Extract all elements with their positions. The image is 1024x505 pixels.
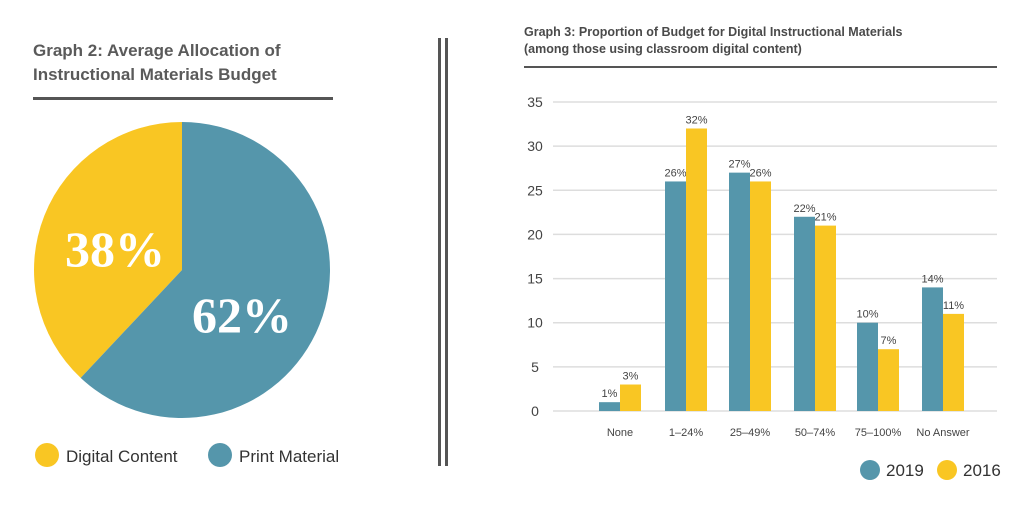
- legend-label-print: Print Material: [239, 447, 339, 466]
- data-label: 21%: [814, 212, 836, 224]
- data-label: 14%: [921, 273, 943, 285]
- bar-title-underline: [524, 66, 997, 68]
- y-tick-label: 30: [527, 138, 543, 154]
- bar-2016-4: [878, 349, 899, 411]
- data-label: 26%: [749, 167, 771, 179]
- x-tick-label: No Answer: [916, 427, 970, 439]
- pie-slice-digital-content: [34, 122, 182, 378]
- legend-swatch-2016: [937, 460, 957, 480]
- data-label: 32%: [685, 114, 707, 126]
- bar-title-line-2: (among those using classroom digital con…: [524, 42, 802, 56]
- bar-2019-0: [599, 402, 620, 411]
- y-tick-label: 5: [531, 359, 539, 375]
- pie-slice-print-material: [80, 122, 330, 419]
- data-label: 1%: [602, 388, 618, 400]
- divider-line-left: [438, 38, 441, 466]
- data-label: 10%: [856, 309, 878, 321]
- bar-2019-1: [665, 181, 686, 411]
- data-label: 11%: [943, 300, 964, 312]
- x-tick-label: 50–74%: [795, 427, 836, 439]
- x-tick-label: None: [607, 427, 633, 439]
- legend-label-2016: 2016: [963, 461, 1001, 480]
- y-tick-label: 0: [531, 403, 539, 419]
- pie-label-print: 62%: [192, 287, 292, 343]
- bar-2016-1: [686, 128, 707, 411]
- data-label: 26%: [664, 167, 686, 179]
- bar-2016-2: [750, 181, 771, 411]
- legend-swatch-digital: [35, 443, 59, 467]
- data-label: 7%: [881, 335, 897, 347]
- legend-label-2019: 2019: [886, 461, 924, 480]
- bar-2016-5: [943, 313, 964, 411]
- pie-title-underline: [33, 97, 333, 100]
- legend-swatch-print: [208, 443, 232, 467]
- bar-2019-4: [857, 322, 878, 411]
- pie-title-line-1: Graph 2: Average Allocation of: [33, 41, 281, 60]
- bar-2019-3: [794, 216, 815, 411]
- pie-label-digital: 38%: [65, 221, 165, 277]
- bar-2016-3: [815, 225, 836, 411]
- pie-chart: Graph 2: Average Allocation of Instructi…: [33, 41, 339, 467]
- y-tick-label: 10: [527, 315, 543, 331]
- data-label: 22%: [793, 203, 815, 215]
- x-tick-label: 25–49%: [730, 427, 771, 439]
- pie-title-line-2: Instructional Materials Budget: [33, 65, 277, 84]
- data-label: 3%: [623, 371, 639, 383]
- y-tick-label: 25: [527, 182, 543, 198]
- legend-label-digital: Digital Content: [66, 447, 178, 466]
- bar-2019-5: [922, 287, 943, 411]
- data-label: 27%: [728, 159, 750, 171]
- y-tick-label: 20: [527, 226, 543, 242]
- legend-swatch-2019: [860, 460, 880, 480]
- y-tick-label: 15: [527, 271, 543, 287]
- bar-chart: Graph 3: Proportion of Budget for Digita…: [524, 25, 1001, 480]
- bar-2019-2: [729, 172, 750, 411]
- bar-2016-0: [620, 384, 641, 411]
- x-tick-label: 1–24%: [669, 427, 703, 439]
- divider-line-right: [445, 38, 448, 466]
- bar-title-line-1: Graph 3: Proportion of Budget for Digita…: [524, 25, 903, 39]
- x-tick-label: 75–100%: [855, 427, 902, 439]
- y-tick-label: 35: [527, 94, 543, 110]
